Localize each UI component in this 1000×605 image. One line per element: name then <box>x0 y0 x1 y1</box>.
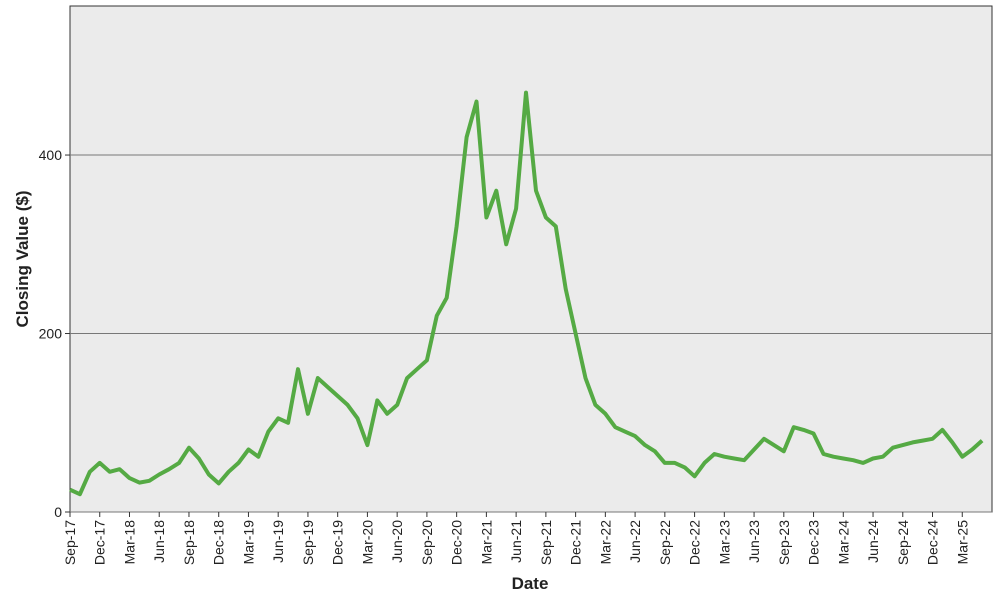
x-tick-label: Dec-24 <box>925 520 941 565</box>
x-tick-label: Dec-17 <box>92 520 108 565</box>
y-tick-label: 400 <box>39 147 63 163</box>
x-tick-label: Sep-18 <box>181 520 197 565</box>
x-tick-label: Jun-24 <box>865 520 881 563</box>
x-tick-label: Jun-22 <box>627 520 643 563</box>
x-tick-label: Sep-21 <box>538 520 554 565</box>
x-axis-label: Date <box>512 574 549 593</box>
y-tick-label: 200 <box>39 326 63 342</box>
x-tick-label: Mar-21 <box>478 520 494 565</box>
x-tick-label: Mar-22 <box>597 520 613 565</box>
x-tick-label: Mar-20 <box>359 520 375 565</box>
x-tick-label: Dec-23 <box>806 520 822 565</box>
x-tick-label: Sep-24 <box>895 520 911 565</box>
x-tick-label: Mar-24 <box>835 520 851 565</box>
x-tick-label: Mar-23 <box>716 520 732 565</box>
y-tick-label: 0 <box>54 504 62 520</box>
x-tick-label: Jun-23 <box>746 520 762 563</box>
x-tick-label: Sep-19 <box>300 520 316 565</box>
y-axis-label: Closing Value ($) <box>13 191 32 328</box>
x-tick-label: Mar-18 <box>121 520 137 565</box>
plot-area <box>69 5 993 513</box>
x-tick-label: Mar-25 <box>954 520 970 565</box>
x-tick-label: Dec-21 <box>568 520 584 565</box>
x-tick-label: Dec-19 <box>330 520 346 565</box>
x-tick-label: Sep-17 <box>62 520 78 565</box>
x-tick-label: Sep-20 <box>419 520 435 565</box>
x-tick-label: Dec-22 <box>687 520 703 565</box>
x-tick-label: Jun-20 <box>389 520 405 563</box>
x-tick-label: Mar-19 <box>240 520 256 565</box>
x-tick-label: Jun-19 <box>270 520 286 563</box>
x-tick-label: Jun-21 <box>508 520 524 563</box>
line-series <box>69 90 984 497</box>
x-tick-label: Sep-22 <box>657 520 673 565</box>
x-tick-label: Sep-23 <box>776 520 792 565</box>
x-tick-label: Dec-18 <box>211 520 227 565</box>
x-tick-label: Dec-20 <box>449 520 465 565</box>
x-tick-label: Jun-18 <box>151 520 167 563</box>
